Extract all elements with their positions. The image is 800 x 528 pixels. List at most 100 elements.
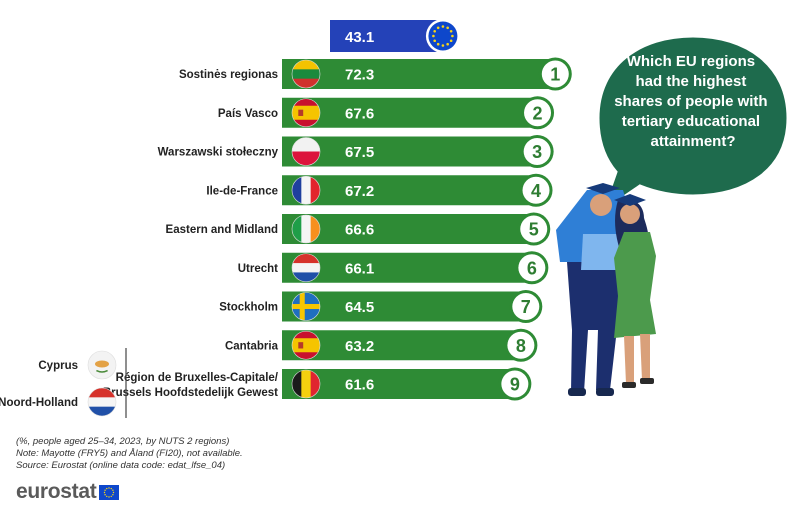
flag-stripe — [292, 370, 302, 398]
bar — [282, 136, 538, 167]
flag-stripe — [301, 370, 312, 398]
data-label: 66.6 — [345, 222, 374, 239]
category-label-line: Eastern and Midland — [166, 224, 278, 236]
logo-star — [104, 493, 107, 495]
flag-outline — [291, 253, 321, 283]
man-trousers — [567, 262, 620, 392]
flag-stripe — [301, 176, 312, 205]
bar — [282, 330, 521, 361]
logo-star — [106, 495, 108, 497]
flag-stripe — [292, 60, 320, 70]
man-head — [590, 194, 612, 216]
flag-stripe — [310, 176, 320, 205]
olive-branch-icon — [96, 369, 108, 373]
logo-star — [111, 495, 113, 497]
eu-star — [441, 25, 445, 28]
coat-of-arms-icon — [298, 342, 304, 349]
category-label-line: Région de Bruxelles-Capitale/ — [116, 372, 279, 384]
woman-leg — [640, 334, 650, 380]
rank-badge-inner — [522, 176, 550, 204]
woman-dress — [614, 232, 656, 338]
category-label: Ile-de-France — [206, 185, 278, 197]
rank-badge-inner — [518, 254, 546, 282]
data-label: 64.5 — [345, 299, 374, 316]
category-label: Stockholm — [219, 302, 278, 314]
flag-outline — [87, 350, 117, 380]
cyprus-flag-icon — [87, 350, 117, 380]
netherlands-flag-icon — [87, 387, 117, 417]
logo-star — [113, 491, 115, 493]
eu-star — [433, 29, 436, 33]
eu-star — [449, 29, 453, 33]
flag-stripes — [88, 388, 116, 416]
eu-star — [441, 44, 445, 47]
rank-label: 3 — [532, 142, 542, 162]
flag-cross — [299, 292, 305, 321]
flag-stripes — [292, 137, 320, 166]
bar — [282, 97, 538, 128]
logo-star — [112, 493, 115, 495]
flag-outline — [87, 387, 117, 417]
bar — [282, 252, 532, 283]
rank-label: 1 — [550, 65, 560, 85]
data-label: 67.5 — [345, 144, 374, 161]
chart-notes: (%, people aged 25–34, 2023, by NUTS 2 r… — [16, 436, 436, 472]
rank-badge-inner — [501, 370, 529, 398]
flag-stripe — [292, 69, 320, 80]
rank-badge-inner — [520, 215, 548, 243]
eu-star — [432, 34, 435, 38]
rank-label: 6 — [527, 258, 537, 278]
note-line: (%, people aged 25–34, 2023, by NUTS 2 r… — [16, 436, 230, 447]
note-line: Source: Eurostat (online data code: edat… — [16, 460, 226, 471]
belgium-flag-icon — [291, 369, 321, 399]
rank-label: 4 — [531, 181, 541, 201]
data-label: 66.1 — [345, 260, 374, 277]
logo-star — [104, 489, 107, 491]
category-label: Cantabria — [225, 340, 279, 352]
logo-star — [112, 489, 115, 491]
flag-stripes — [292, 176, 320, 205]
rank-label: 8 — [516, 336, 526, 356]
flag-stripes — [292, 331, 320, 360]
flag-stripe — [292, 137, 320, 152]
logo-star — [104, 491, 106, 493]
sweden-flag-icon — [291, 292, 321, 321]
question-line: shares of people with — [614, 93, 767, 110]
category-label-line: Brussels Hoofdstedelijk Gewest — [103, 387, 278, 399]
bar — [282, 175, 537, 206]
flag-outline — [291, 137, 321, 166]
category-label-line: Stockholm — [219, 302, 278, 314]
category-label: País Vasco — [218, 108, 278, 120]
rank-badge-inner — [541, 60, 569, 88]
flag-stripe — [88, 397, 116, 408]
flag-stripe — [292, 263, 320, 273]
woman-cap-icon — [614, 194, 646, 206]
bar — [282, 59, 556, 89]
flag-stripes — [292, 370, 320, 398]
eurostat-logo: eurostat — [16, 480, 120, 503]
flag-outline — [291, 330, 321, 360]
flag-outline — [291, 175, 321, 205]
flag-stripe — [292, 215, 302, 243]
flag-stripes — [292, 98, 320, 127]
flag-stripe — [292, 151, 320, 166]
flag-outline — [291, 369, 321, 399]
logo-star — [108, 486, 111, 489]
rank-badge-inner — [507, 331, 535, 359]
woman-leg — [624, 336, 634, 384]
woman-shoe — [622, 382, 636, 388]
rank-badge-inner — [524, 99, 552, 127]
eu-reference-value: 43.1 — [345, 29, 374, 46]
spain-flag-icon — [291, 98, 321, 128]
flag-outline — [291, 59, 321, 89]
france-flag-icon — [291, 175, 321, 205]
bar — [282, 214, 534, 244]
eu-star — [446, 26, 449, 30]
logo-star — [108, 495, 111, 498]
side-regions-group: Cyprus Noord-Holland — [0, 348, 127, 418]
spain-flag-icon — [291, 330, 321, 360]
flag-stripe — [88, 388, 116, 398]
flag-stripe — [292, 176, 302, 205]
poland-flag-icon — [291, 137, 321, 166]
